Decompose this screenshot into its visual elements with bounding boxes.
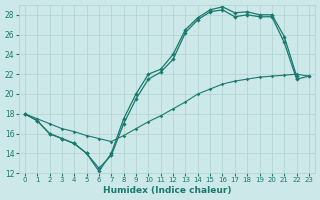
X-axis label: Humidex (Indice chaleur): Humidex (Indice chaleur): [103, 186, 231, 195]
